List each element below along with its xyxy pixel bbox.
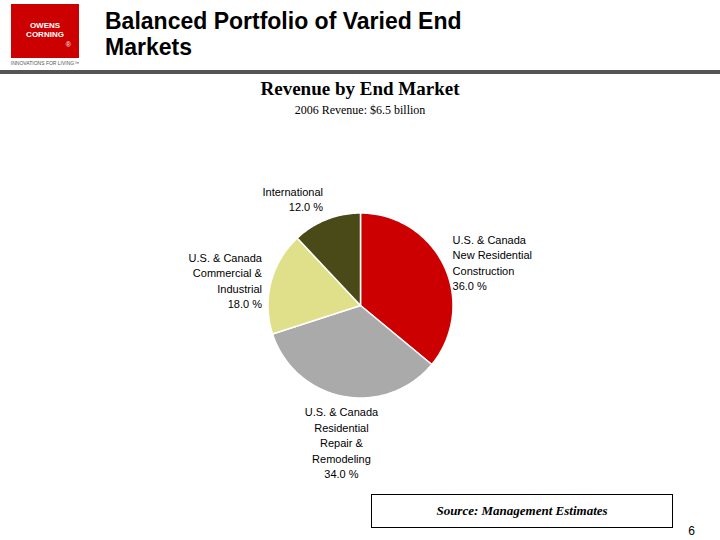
html-text:2006 Revenue: $6.5 billion: 2006 Revenue: $6.5 billion xyxy=(294,103,426,117)
svg-text:U.S. & CanadaResidentialRepair: U.S. & CanadaResidentialRepair &Remodeli… xyxy=(305,406,379,480)
svg-text:U.S. & CanadaCommercial &Indus: U.S. & CanadaCommercial &Industrial18.0 … xyxy=(189,252,263,310)
html-text:INNOVATIONS FOR LIVING™: INNOVATIONS FOR LIVING™ xyxy=(10,60,80,66)
svg-text:International12.0 %: International12.0 % xyxy=(262,185,323,212)
html-text:OWENS CORNING: OWENS CORNING xyxy=(26,21,64,39)
svg-text:U.S. & CanadaNew ResidentialCo: U.S. & CanadaNew ResidentialConstruction… xyxy=(453,234,532,292)
html-text:6: 6 xyxy=(688,524,695,538)
html-text:Balanced Portfolio of Varied E: Balanced Portfolio of Varied End Markets xyxy=(105,8,462,60)
html-text:Revenue by End Market: Revenue by End Market xyxy=(260,78,460,99)
html-text:Source: Management Estimates: Source: Management Estimates xyxy=(436,503,608,518)
